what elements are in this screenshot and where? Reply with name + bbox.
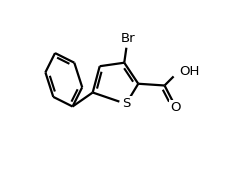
Text: OH: OH	[179, 65, 200, 78]
Text: S: S	[122, 97, 130, 110]
Text: O: O	[171, 101, 181, 114]
Text: Br: Br	[120, 32, 135, 45]
